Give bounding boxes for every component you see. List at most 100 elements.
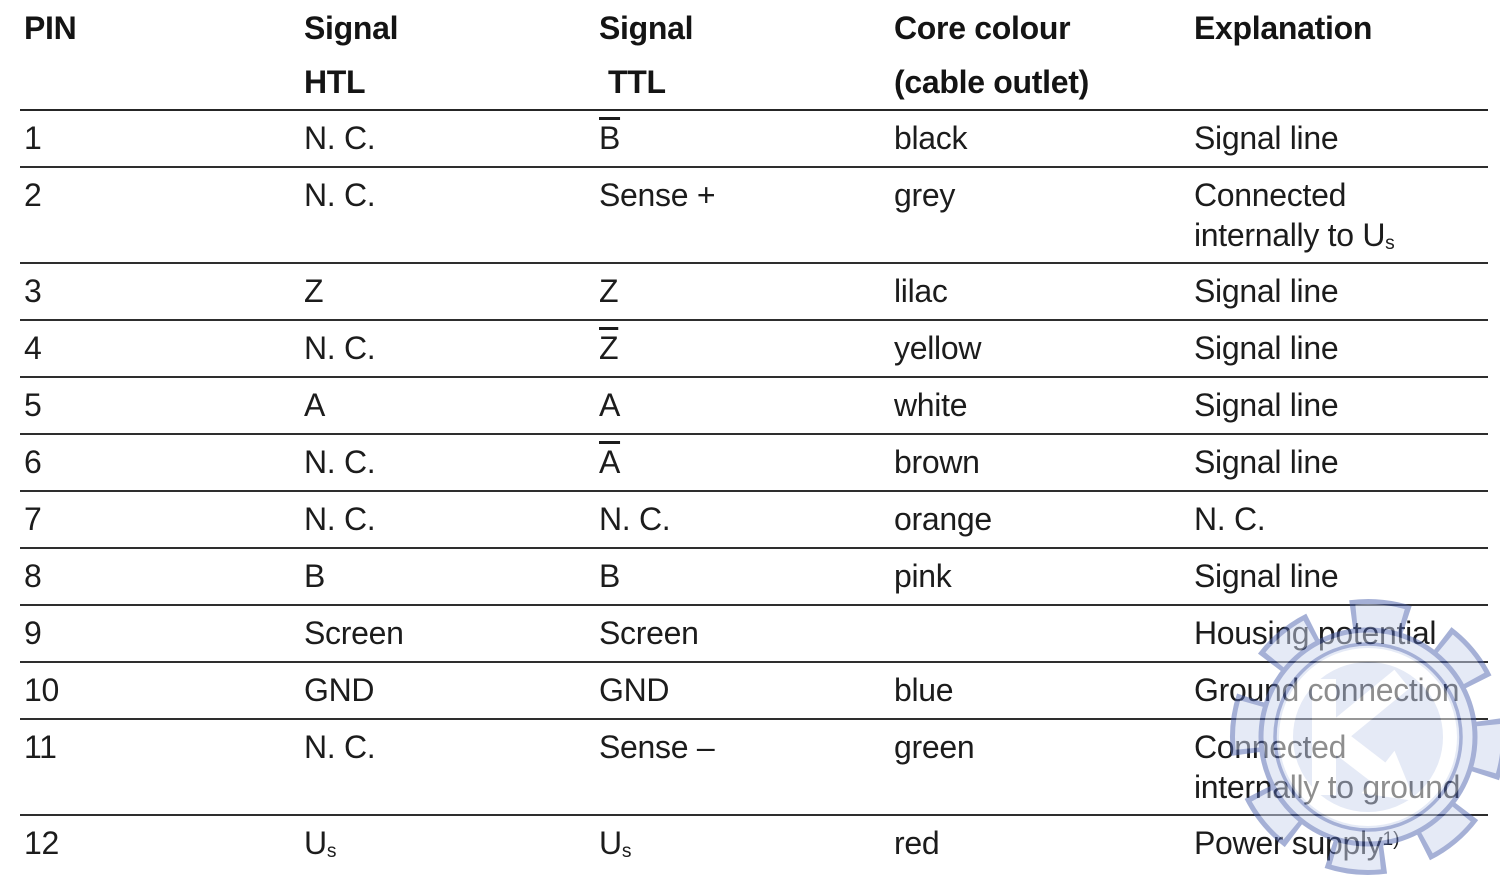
text-segment: Screen (304, 615, 404, 651)
text-segment: N. C. (304, 444, 376, 480)
core-colour-cell (894, 606, 1194, 661)
text-line: N. C. (304, 328, 599, 368)
signal-ttl-cell: Sense – (599, 720, 894, 814)
text-line: A (304, 385, 599, 425)
signal-htl-cell: B (304, 549, 599, 604)
explanation-cell: Signal line (1194, 378, 1488, 433)
text-line: N. C. (304, 442, 599, 482)
text-line: 10 (24, 672, 59, 708)
text-segment: GND (304, 672, 375, 708)
text-line: PIN (24, 1, 304, 55)
pin-cell: 10 (20, 663, 304, 718)
core-colour-cell: grey (894, 168, 1194, 262)
text-line: 2 (24, 177, 42, 213)
text-line: A (599, 442, 894, 482)
text-line: B (599, 118, 894, 158)
text-line: Screen (599, 613, 894, 653)
text-segment: Z (599, 273, 619, 309)
core-colour-cell: blue (894, 663, 1194, 718)
bar-text-segment: A (599, 444, 621, 480)
signal-htl-cell: Us (304, 816, 599, 880)
text-segment: TTL (608, 64, 666, 100)
signal-ttl-cell: Sense + (599, 168, 894, 262)
sup-text-segment: 1) (1382, 829, 1400, 851)
text-line: TTL (599, 55, 894, 109)
signal-ttl-cell: A (599, 378, 894, 433)
text-line: GND (599, 670, 894, 710)
text-line: red (894, 825, 940, 861)
text-line: yellow (894, 330, 982, 366)
text-segment: N. C. (304, 120, 376, 156)
column-header-signal-htl: Signal HTL (304, 0, 599, 109)
signal-ttl-cell: B (599, 549, 894, 604)
signal-htl-cell: N. C. (304, 720, 599, 814)
text-segment: N. C. (304, 330, 376, 366)
text-line: 8 (24, 558, 42, 594)
pin-cell: 3 (20, 264, 304, 319)
sub-text-segment: s (621, 841, 632, 863)
text-line: 11 (24, 729, 57, 765)
text-segment: (cable outlet) (894, 64, 1089, 100)
signal-htl-cell: N. C. (304, 321, 599, 376)
text-segment: PIN (24, 10, 77, 46)
text-line: N. C. (599, 499, 894, 539)
text-line: A (599, 385, 894, 425)
pin-cell: 9 (20, 606, 304, 661)
text-line: orange (894, 501, 992, 537)
core-colour-cell: yellow (894, 321, 1194, 376)
pin-cell: 8 (20, 549, 304, 604)
signal-ttl-cell: Screen (599, 606, 894, 661)
text-segment: Signal line (1194, 387, 1339, 423)
text-segment: HTL (304, 64, 366, 100)
text-line: B (599, 556, 894, 596)
text-line: Signal line (1194, 556, 1488, 596)
sub-text-segment: s (1385, 233, 1395, 255)
text-segment: N. C. (304, 177, 376, 213)
core-colour-cell: red (894, 816, 1194, 880)
table-row-pin-2: 2 N. C. Sense + grey Connected internally to … (20, 168, 1488, 264)
text-line: Signal line (1194, 271, 1488, 311)
text-segment: Signal line (1194, 444, 1339, 480)
text-line: B (304, 556, 599, 596)
explanation-cell: Connected internally to ground (1194, 720, 1488, 814)
core-colour-cell: black (894, 111, 1194, 166)
text-line: Ground connection (1194, 670, 1488, 710)
table-row-pin-10: 10 GND GND blue Ground connection (20, 663, 1488, 720)
text-line: 7 (24, 501, 42, 537)
text-segment: Connected (1194, 177, 1347, 213)
text-segment: U (599, 825, 622, 861)
explanation-cell: Signal line (1194, 321, 1488, 376)
pin-cell: 11 (20, 720, 304, 814)
bar-text-segment: B (599, 120, 621, 156)
text-line: black (894, 120, 968, 156)
text-line: Us (599, 823, 894, 869)
text-line: Housing potential (1194, 613, 1488, 653)
text-line: N. C. (304, 175, 599, 215)
text-segment: Signal line (1194, 120, 1339, 156)
text-line: 12 (24, 825, 59, 861)
signal-htl-cell: GND (304, 663, 599, 718)
pin-cell: 2 (20, 168, 304, 262)
text-segment: N. C. (599, 501, 671, 537)
text-segment: Explanation (1194, 10, 1373, 46)
text-segment: Z (304, 273, 324, 309)
text-segment: N. C. (1194, 501, 1266, 537)
text-segment: Connected (1194, 729, 1347, 765)
text-line: green (894, 729, 975, 765)
text-line: N. C. (304, 499, 599, 539)
text-segment: B (599, 558, 621, 594)
text-line: blue (894, 672, 954, 708)
text-line: grey (894, 177, 956, 213)
signal-htl-cell: Screen (304, 606, 599, 661)
signal-ttl-cell: GND (599, 663, 894, 718)
text-line: Signal (599, 1, 894, 55)
text-line: Z (304, 271, 599, 311)
text-line: Sense – (599, 727, 894, 767)
text-line: N. C. (1194, 499, 1488, 539)
sub-text-segment: s (326, 841, 337, 863)
table-row-pin-12: 12 Us Us red Power supply1) (20, 816, 1488, 880)
text-segment: B (304, 558, 326, 594)
